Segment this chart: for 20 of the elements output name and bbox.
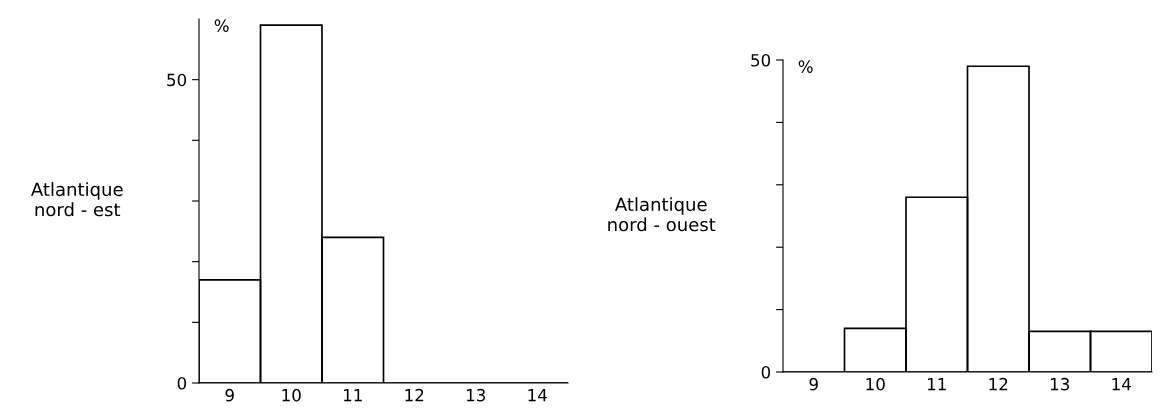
y-tick-label: 50	[751, 53, 771, 67]
x-tick-label: 10	[866, 377, 885, 391]
x-tick-label: 13	[466, 388, 486, 402]
x-tick-label: 10	[282, 388, 301, 402]
text: Atlantique nord - est	[31, 182, 123, 217]
x-tick-label: 12	[405, 388, 424, 402]
x-tick-label: 11	[927, 378, 946, 391]
y-axis-title: %	[798, 60, 813, 73]
x-tick-label: 14	[1112, 378, 1131, 391]
y-tick-label: 0	[177, 376, 187, 390]
y-axis-title: %	[214, 19, 229, 32]
text: Atlantique nord - ouest	[608, 197, 716, 232]
x-tick-label: 13	[1050, 377, 1070, 391]
x-tick-label: 11	[343, 389, 362, 402]
y-tick-label: 50	[167, 73, 187, 87]
x-tick-label: 12	[989, 377, 1008, 391]
x-tick-label: 9	[809, 377, 818, 391]
x-tick-label: 14	[528, 389, 547, 402]
y-tick-label: 0	[761, 365, 771, 379]
x-tick-label: 9	[225, 388, 234, 402]
